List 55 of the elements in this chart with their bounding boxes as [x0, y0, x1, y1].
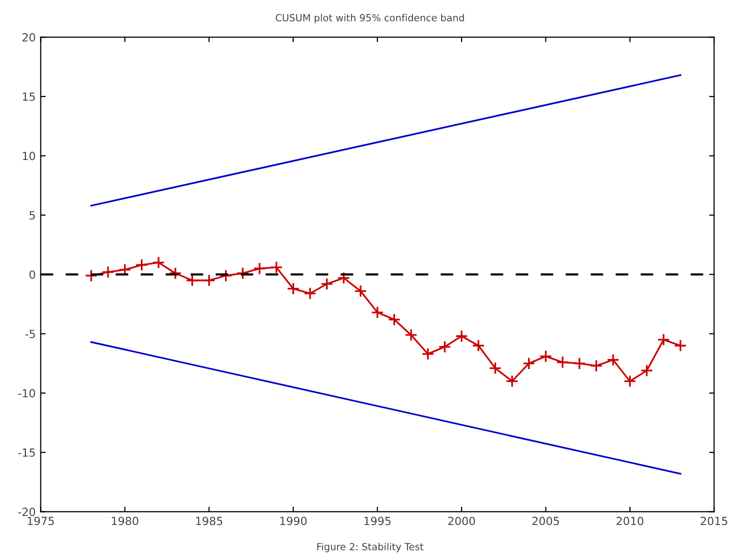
point [539, 350, 552, 363]
point [152, 256, 165, 269]
point [270, 260, 283, 274]
point [522, 357, 536, 370]
x-tick-label: 1995 [364, 516, 391, 526]
point [337, 272, 350, 284]
point [556, 356, 569, 369]
point [506, 374, 518, 388]
y-tick-label: -5 [25, 330, 35, 338]
point [438, 340, 452, 354]
y-tick-label: 5 [30, 211, 35, 220]
point [219, 269, 232, 282]
x-tick-label: 1975 [28, 516, 54, 526]
x-tick-label: 1990 [280, 516, 307, 526]
point [186, 274, 199, 287]
y-tick-label: 0 [30, 270, 36, 279]
point [286, 282, 300, 296]
point [590, 359, 603, 372]
point [455, 330, 468, 343]
point [236, 266, 250, 280]
point [320, 278, 334, 290]
point [253, 262, 266, 275]
y-tick-label: -15 [18, 448, 35, 457]
point [102, 266, 114, 278]
x-tick-label: 1985 [196, 516, 222, 526]
point [84, 269, 98, 282]
point [202, 274, 216, 287]
point [304, 287, 316, 300]
x-tick-label: 1980 [112, 516, 138, 526]
x-tick-label: 2000 [448, 516, 475, 526]
point [422, 348, 434, 360]
point [674, 339, 687, 352]
point [388, 313, 401, 326]
y-tick-label: 15 [22, 92, 35, 101]
point [354, 284, 367, 298]
point [624, 374, 636, 388]
point [168, 266, 182, 280]
point [606, 353, 620, 366]
y-tick-label: -10 [18, 389, 36, 398]
x-tick-label: 2005 [532, 516, 559, 526]
y-tick-label: -20 [18, 508, 36, 516]
point [640, 364, 654, 377]
x-tick-label: 2015 [700, 516, 728, 526]
x-tick-label: 2010 [616, 516, 644, 526]
point [404, 328, 418, 342]
chart-title: CUSUM plot with 95% confidence band [276, 14, 464, 24]
point [488, 362, 502, 375]
point [573, 357, 586, 370]
point [472, 339, 485, 352]
point [135, 258, 148, 272]
point [657, 333, 670, 346]
y-tick-label: 20 [22, 33, 36, 42]
point [371, 306, 384, 319]
y-tick-label: 10 [22, 152, 36, 160]
caption: Figure 2: Stability Test [317, 542, 424, 552]
